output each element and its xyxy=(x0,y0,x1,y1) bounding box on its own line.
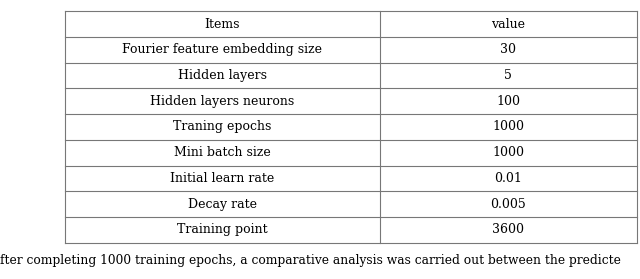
Text: 30: 30 xyxy=(500,43,516,56)
Text: 1000: 1000 xyxy=(492,121,524,133)
Text: 3600: 3600 xyxy=(492,223,524,236)
Text: Hidden layers neurons: Hidden layers neurons xyxy=(150,95,294,108)
Text: 1000: 1000 xyxy=(492,146,524,159)
Text: Traning epochs: Traning epochs xyxy=(173,121,271,133)
Text: Items: Items xyxy=(205,18,240,30)
Text: 100: 100 xyxy=(496,95,520,108)
Text: Training point: Training point xyxy=(177,223,268,236)
Text: 5: 5 xyxy=(504,69,512,82)
Text: 0.005: 0.005 xyxy=(490,198,526,211)
Text: Mini batch size: Mini batch size xyxy=(174,146,271,159)
Text: Fourier feature embedding size: Fourier feature embedding size xyxy=(122,43,323,56)
Text: 0.01: 0.01 xyxy=(494,172,522,185)
Text: fter completing 1000 training epochs, a comparative analysis was carried out bet: fter completing 1000 training epochs, a … xyxy=(0,254,621,267)
Text: Initial learn rate: Initial learn rate xyxy=(170,172,275,185)
Text: Decay rate: Decay rate xyxy=(188,198,257,211)
Text: value: value xyxy=(492,18,525,30)
Text: Hidden layers: Hidden layers xyxy=(178,69,267,82)
